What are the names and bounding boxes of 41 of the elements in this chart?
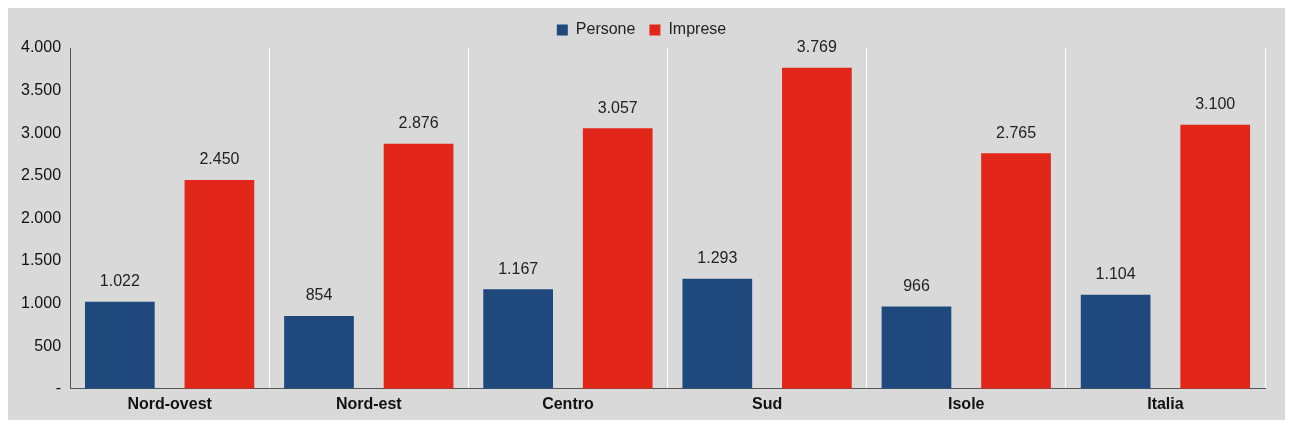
y-tick-label: 1.500	[20, 251, 62, 269]
bar	[981, 153, 1051, 389]
bar	[1180, 124, 1251, 389]
data-label: 966	[903, 276, 930, 294]
bar	[881, 306, 952, 389]
bar	[184, 180, 255, 389]
y-tick-label: 500	[34, 336, 62, 354]
bar	[782, 67, 852, 389]
x-tick-label: Nord-est	[335, 394, 403, 412]
bar	[1080, 294, 1151, 389]
data-label: 1.167	[498, 259, 539, 277]
bar	[84, 301, 155, 389]
bar	[582, 128, 653, 389]
data-label: 854	[305, 286, 333, 304]
bar	[682, 278, 753, 389]
y-tick-label: 3.000	[20, 123, 62, 141]
data-label: 3.100	[1195, 95, 1236, 113]
x-tick-label: Italia	[1147, 394, 1184, 412]
data-label: 2.765	[996, 123, 1037, 141]
x-tick-label: Isole	[948, 394, 985, 412]
y-tick-label: -	[55, 379, 62, 397]
legend-label: Persone	[575, 20, 636, 38]
y-tick-label: 3.500	[20, 81, 62, 99]
y-tick-label: 2.000	[20, 208, 62, 226]
data-label: 3.769	[796, 38, 838, 56]
x-tick-label: Sud	[751, 394, 783, 412]
data-label: 1.293	[697, 249, 738, 267]
y-tick-label: 1.000	[20, 294, 62, 312]
bar	[483, 289, 553, 389]
legend-label: Imprese	[668, 20, 727, 38]
bar	[383, 143, 454, 389]
data-label: 2.450	[199, 150, 240, 168]
data-label: 2.876	[398, 114, 439, 132]
data-label: 1.022	[99, 272, 140, 290]
x-tick-label: Centro	[542, 394, 594, 412]
y-tick-label: 2.500	[20, 166, 62, 184]
bar	[284, 316, 354, 389]
y-tick-label: 4.000	[20, 38, 62, 56]
x-tick-label: Nord-ovest	[127, 394, 213, 412]
data-label: 1.104	[1095, 265, 1136, 283]
data-label: 3.057	[597, 98, 638, 116]
